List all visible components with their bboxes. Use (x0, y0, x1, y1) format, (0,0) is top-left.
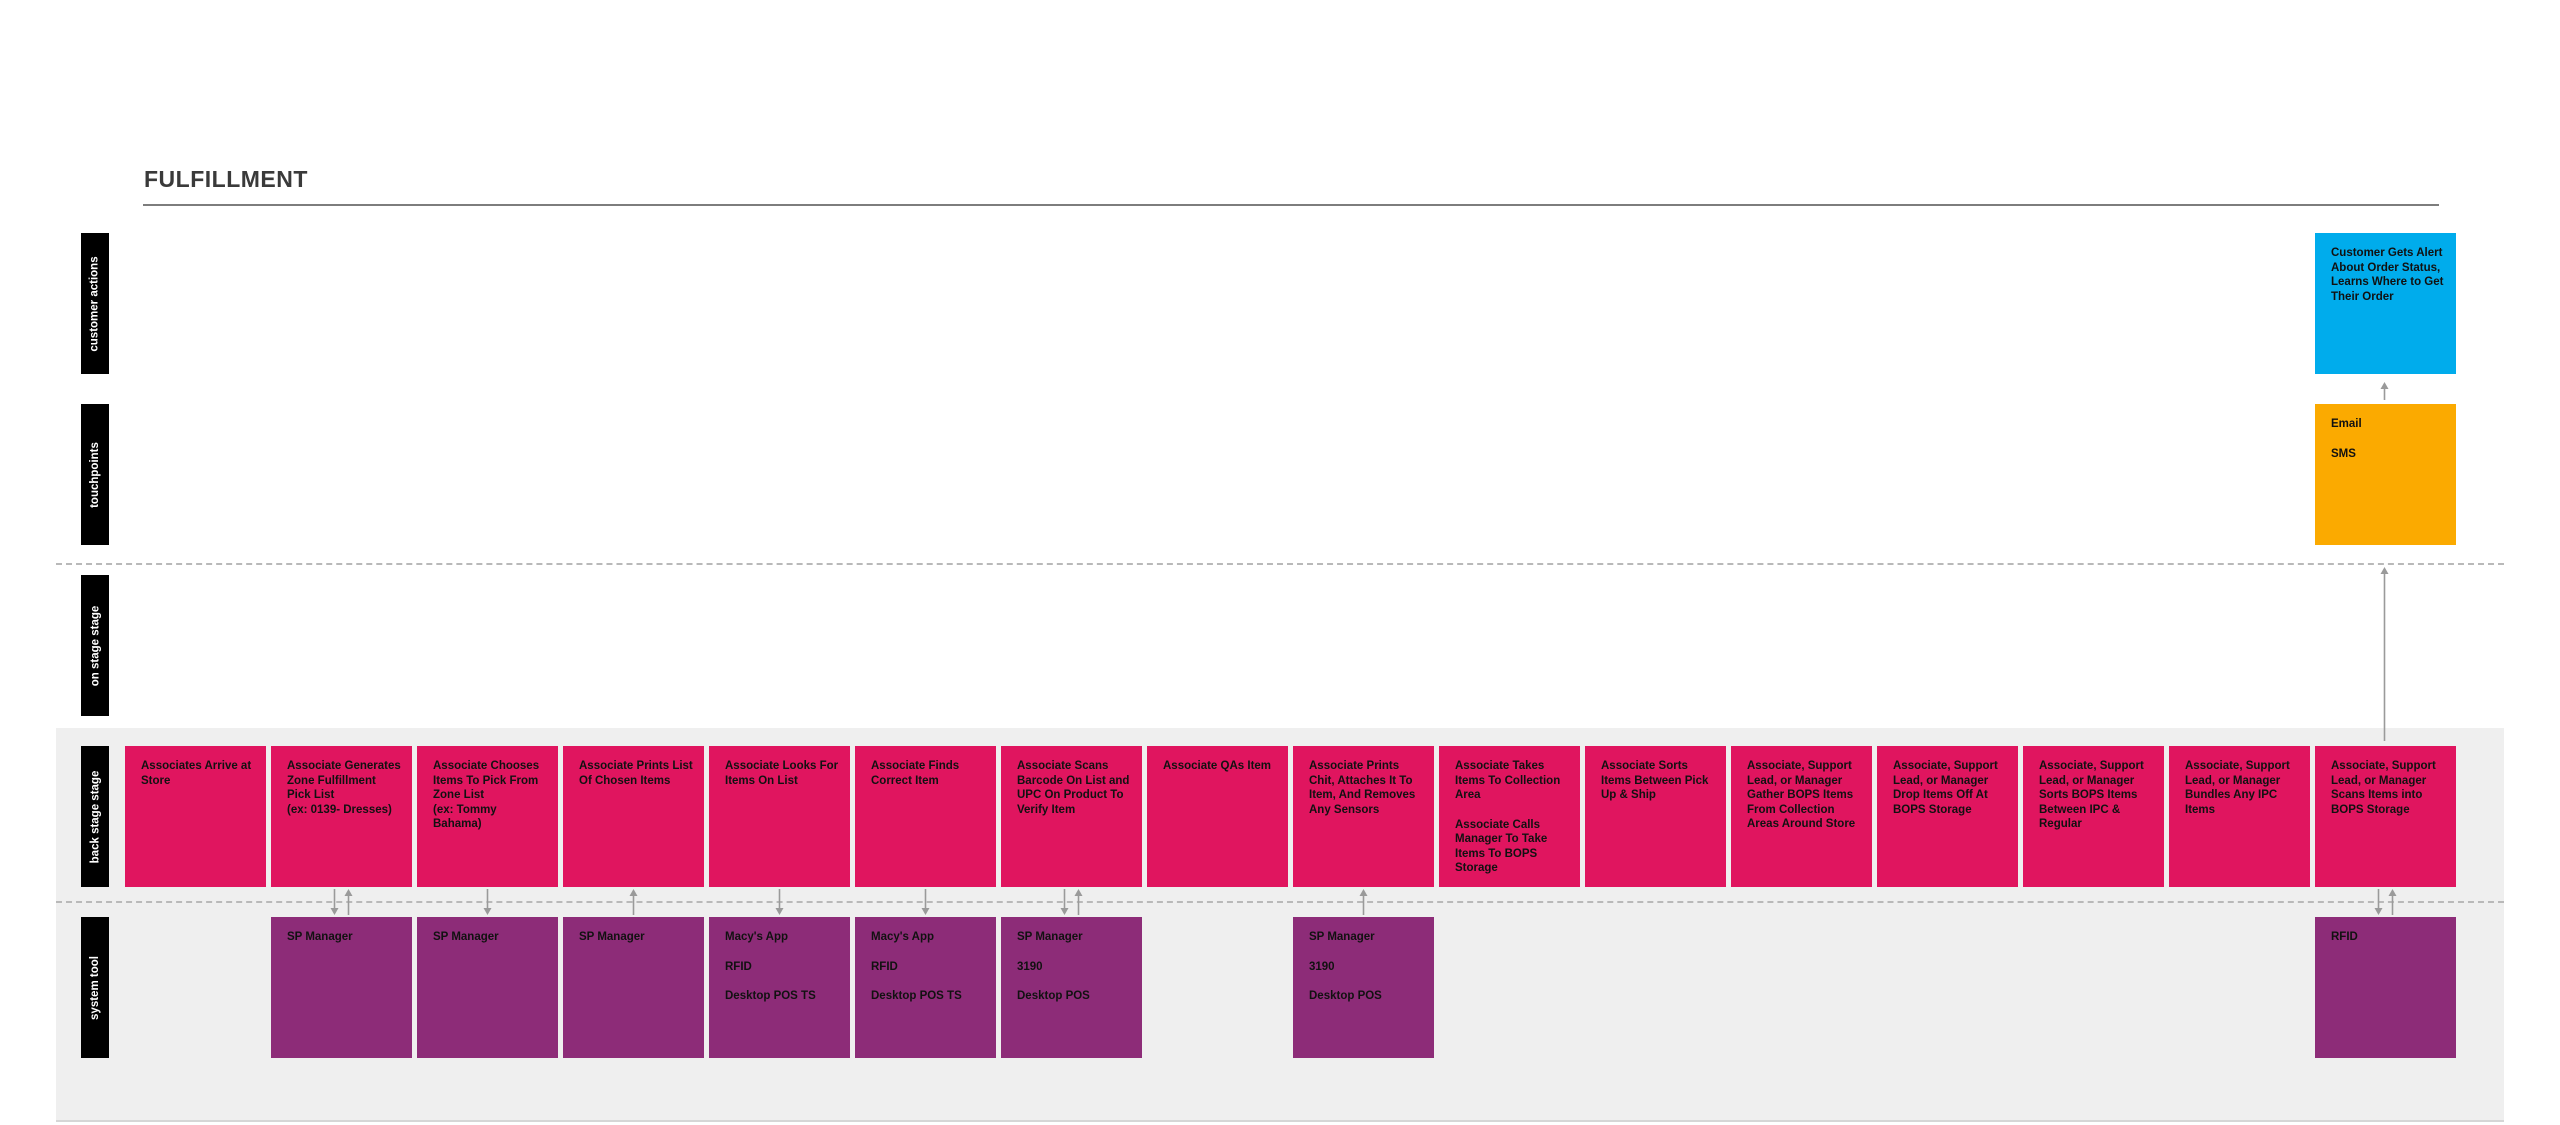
customer-action-card: Customer Gets Alert About Order Status, … (2315, 233, 2456, 374)
card-text: Associate Takes Items To Collection Area (1455, 760, 1561, 801)
card-text: Associate Prints List Of Chosen Items (579, 760, 693, 787)
card-text: Associate Chooses Items To Pick From Zon… (433, 760, 540, 830)
lane-label-system: system tool (81, 917, 109, 1058)
card-text: 3190 (1309, 960, 1335, 973)
card-text: RFID (871, 960, 898, 973)
card-text: Associate Generates Zone Fulfillment Pic… (287, 760, 401, 816)
card-text: Associate Prints Chit, Attaches It To It… (1309, 760, 1416, 816)
arrow-down (921, 889, 930, 915)
system-tool-card: SP Manager (271, 917, 412, 1058)
page-title: FULFILLMENT (144, 166, 308, 192)
bottom-rule (56, 1120, 2504, 1122)
arrow-up (1074, 889, 1083, 915)
arrow-down (775, 889, 784, 915)
line-of-visibility (56, 901, 2504, 903)
line-of-interaction (56, 563, 2504, 565)
backstage-action-card: Associate Takes Items To Collection Area… (1439, 746, 1580, 887)
card-text: Associate, Support Lead, or Manager Sort… (2039, 760, 2144, 830)
backstage-action-card: Associate Looks For Items On List (709, 746, 850, 887)
arrow-to-customer-action (2380, 382, 2389, 400)
card-text: Customer Gets Alert About Order Status, … (2331, 247, 2444, 303)
system-tool-card: Macy's App RFID Desktop POS TS (709, 917, 850, 1058)
card-text: Associates Arrive at Store (141, 760, 252, 787)
card-text: Desktop POS TS (871, 990, 962, 1002)
backstage-action-card: Associate, Support Lead, or Manager Drop… (1877, 746, 2018, 887)
card-text: Macy's App (871, 931, 935, 943)
touchpoint-card: Email SMS (2315, 404, 2456, 545)
backstage-action-card: Associates Arrive at Store (125, 746, 266, 887)
card-text: 3190 (1017, 960, 1043, 973)
arrow-up (629, 889, 638, 915)
backstage-action-card: Associate, Support Lead, or Manager Scan… (2315, 746, 2456, 887)
card-text: SMS (2331, 447, 2356, 460)
lane-label-onstage: on stage stage (81, 575, 109, 716)
backstage-action-card: Associate Sorts Items Between Pick Up & … (1585, 746, 1726, 887)
arrow-down (2374, 889, 2383, 915)
system-tool-card: RFID (2315, 917, 2456, 1058)
lane-label-touchpoints: touchpoints (81, 404, 109, 545)
card-text: Desktop POS TS (725, 990, 816, 1002)
system-tool-card: Macy's App RFID Desktop POS TS (855, 917, 996, 1058)
arrow-up (344, 889, 353, 915)
card-text: Associate, Support Lead, or Manager Scan… (2331, 760, 2436, 816)
card-text: Desktop POS (1309, 990, 1382, 1002)
card-text: SP Manager (579, 931, 645, 943)
backstage-action-card: Associate, Support Lead, or Manager Sort… (2023, 746, 2164, 887)
backstage-action-card: Associate Chooses Items To Pick From Zon… (417, 746, 558, 887)
card-text: Associate, Support Lead, or Manager Drop… (1893, 760, 1998, 816)
backstage-action-card: Associate Prints List Of Chosen Items (563, 746, 704, 887)
arrow-down (330, 889, 339, 915)
card-text: Associate Scans Barcode On List and UPC … (1017, 760, 1130, 816)
card-text: Macy's App (725, 931, 789, 943)
arrow-up (2388, 889, 2397, 915)
arrow-up (1359, 889, 1368, 915)
system-tool-card: SP Manager (563, 917, 704, 1058)
card-text: SP Manager (1017, 931, 1083, 943)
lane-label-backstage: back stage stage (81, 746, 109, 887)
arrow-down (1060, 889, 1069, 915)
backstage-action-card: Associate Finds Correct Item (855, 746, 996, 887)
card-text: RFID (725, 960, 752, 973)
system-tool-card: SP Manager 3190 Desktop POS (1001, 917, 1142, 1058)
card-text: Email (2331, 418, 2362, 430)
card-text: SP Manager (287, 931, 353, 943)
arrow-down (483, 889, 492, 915)
card-text: Associate Calls Manager To Take Items To… (1455, 818, 1548, 875)
card-text: SP Manager (1309, 931, 1375, 943)
arrow-to-touchpoint (2380, 567, 2389, 741)
backstage-action-card: Associate, Support Lead, or Manager Gath… (1731, 746, 1872, 887)
lane-label-customer: customer actions (81, 233, 109, 374)
backstage-action-card: Associate Scans Barcode On List and UPC … (1001, 746, 1142, 887)
card-text: Associate Looks For Items On List (725, 760, 839, 787)
card-text: Associate Sorts Items Between Pick Up & … (1601, 760, 1709, 801)
system-tool-card: SP Manager 3190 Desktop POS (1293, 917, 1434, 1058)
backstage-action-card: Associate, Support Lead, or Manager Bund… (2169, 746, 2310, 887)
card-text: Associate QAs Item (1163, 760, 1272, 772)
backstage-action-card: Associate Generates Zone Fulfillment Pic… (271, 746, 412, 887)
card-text: Associate Finds Correct Item (871, 760, 960, 787)
card-text: RFID (2331, 931, 2358, 943)
card-text: Associate, Support Lead, or Manager Gath… (1747, 760, 1856, 830)
card-text: SP Manager (433, 931, 499, 943)
card-text: Desktop POS (1017, 990, 1090, 1002)
title-rule (143, 204, 2439, 206)
system-tool-card: SP Manager (417, 917, 558, 1058)
backstage-action-card: Associate QAs Item (1147, 746, 1288, 887)
backstage-action-card: Associate Prints Chit, Attaches It To It… (1293, 746, 1434, 887)
card-text: Associate, Support Lead, or Manager Bund… (2185, 760, 2290, 816)
